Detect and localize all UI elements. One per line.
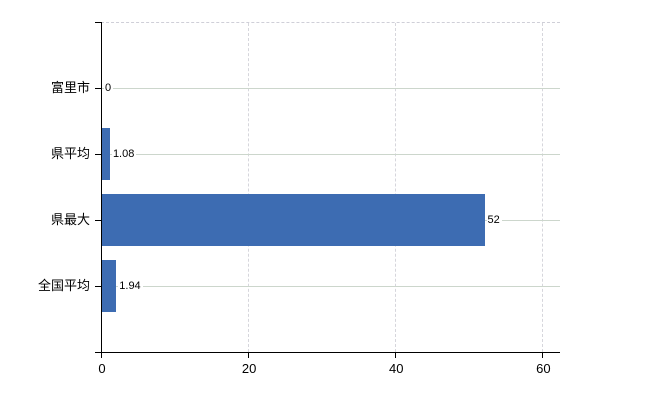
bar-value-label: 52 bbox=[486, 213, 502, 227]
bar-value-label: 1.08 bbox=[111, 147, 137, 161]
y-axis-line bbox=[101, 22, 102, 353]
gridline-vertical bbox=[542, 23, 544, 352]
y-tick bbox=[95, 88, 101, 89]
bar-value-label: 0 bbox=[104, 81, 114, 95]
y-tick bbox=[95, 154, 101, 155]
x-tick-label: 60 bbox=[536, 361, 551, 376]
y-tick bbox=[95, 220, 101, 221]
x-tick bbox=[101, 353, 102, 358]
gridline-horizontal bbox=[102, 88, 560, 89]
bar-value-label: 1.94 bbox=[118, 279, 143, 293]
y-tick bbox=[95, 286, 101, 287]
category-label: 全国平均 bbox=[37, 278, 90, 293]
category-label: 県平均 bbox=[50, 146, 90, 161]
x-axis-line bbox=[95, 352, 560, 353]
bar bbox=[102, 128, 110, 180]
gridline-vertical bbox=[248, 23, 250, 352]
x-tick-label: 0 bbox=[98, 361, 106, 376]
x-tick bbox=[542, 353, 544, 358]
gridline-horizontal bbox=[102, 286, 560, 287]
bar bbox=[102, 260, 117, 312]
plot-top-border bbox=[101, 22, 560, 23]
bar bbox=[102, 194, 485, 246]
x-tick bbox=[248, 353, 250, 358]
x-tick bbox=[395, 353, 397, 358]
y-axis-top-tick bbox=[95, 22, 101, 23]
gridline-vertical bbox=[395, 23, 397, 352]
category-label: 富里市 bbox=[50, 80, 90, 95]
category-label: 県最大 bbox=[50, 212, 90, 227]
gridline-horizontal bbox=[102, 154, 560, 155]
x-tick-label: 20 bbox=[241, 361, 257, 376]
x-tick-label: 40 bbox=[388, 361, 404, 376]
